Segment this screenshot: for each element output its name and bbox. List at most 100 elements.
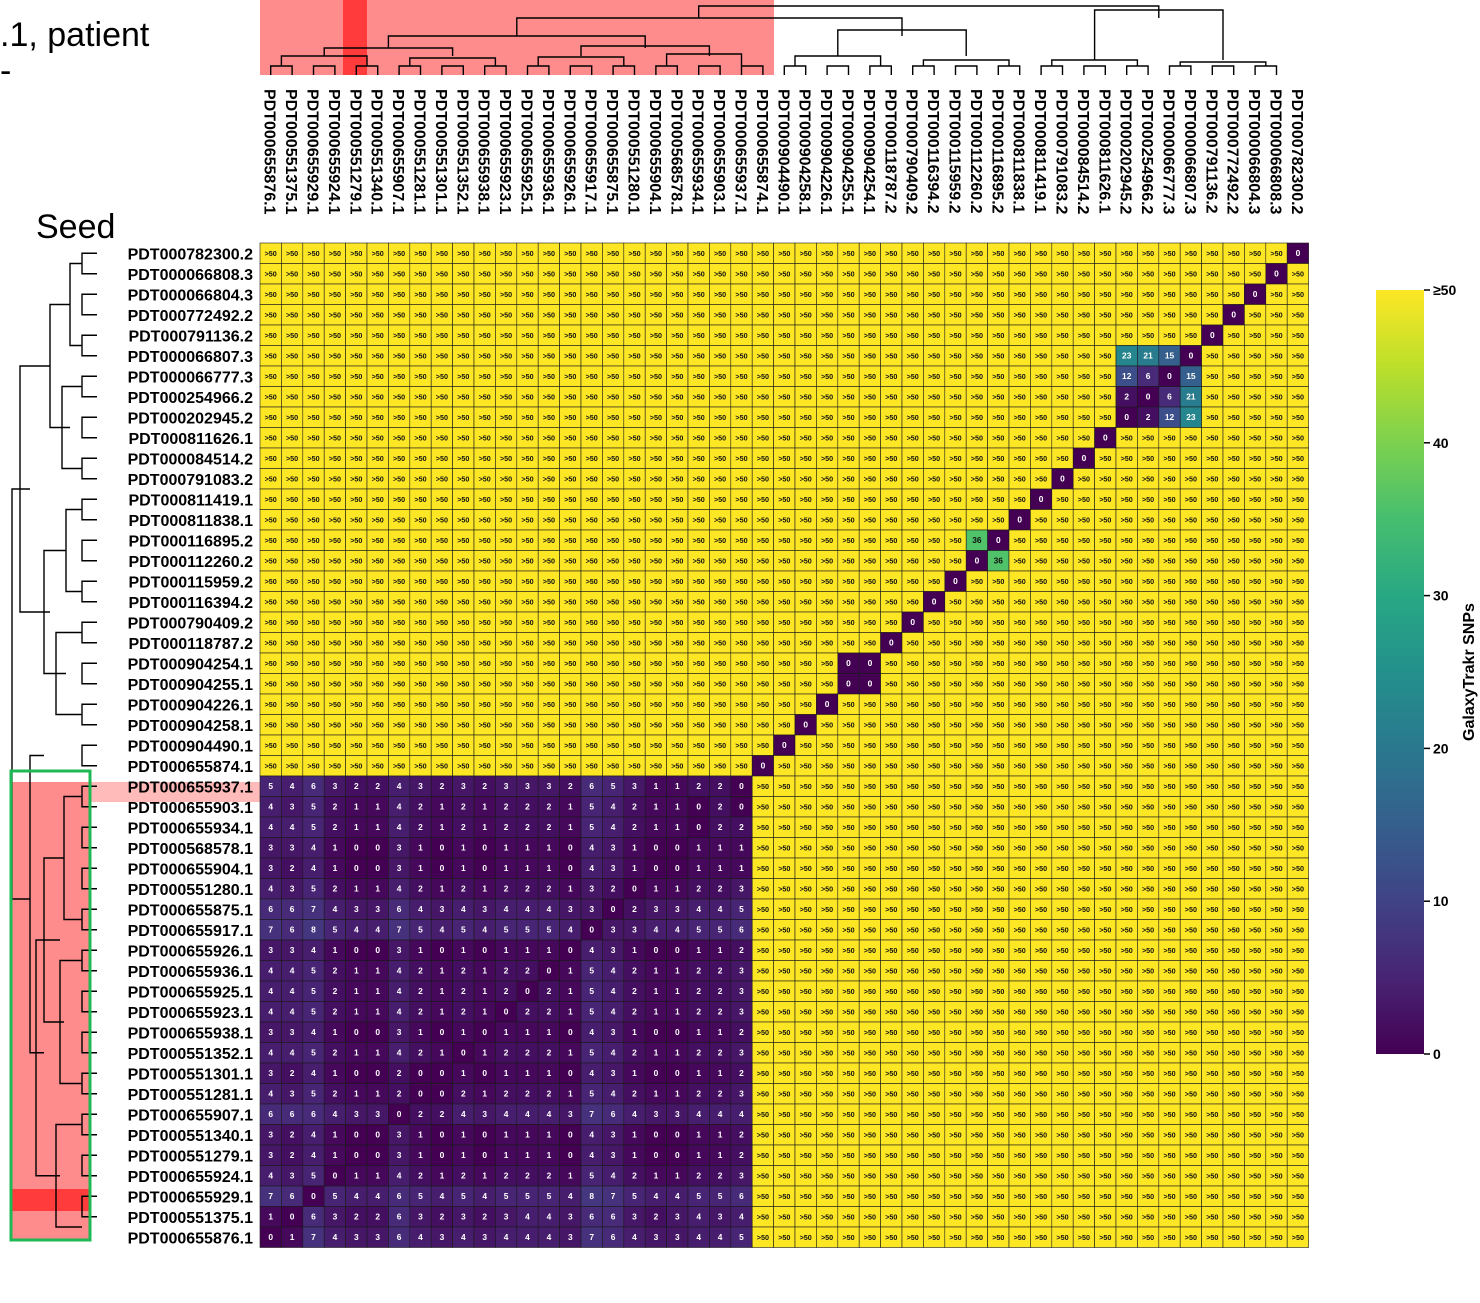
row-labels: PDT000782300.2PDT000066808.3PDT000066804… [128,246,254,1247]
cell-value-label: >50 [757,1069,769,1078]
cell-value-label: 0 [568,1068,573,1078]
cell-value-label: >50 [778,884,790,893]
cell-value-label: 4 [504,1109,509,1119]
cell-value-label: >50 [885,1192,897,1201]
cell-value-label: >50 [1228,1110,1240,1119]
cell-value-label: >50 [693,700,705,709]
cell-value-label: >50 [928,1007,940,1016]
cell-value-label: >50 [949,782,961,791]
cell-value-label: >50 [1099,1069,1111,1078]
cell-value-label: >50 [1035,1007,1047,1016]
cell-value-label: >50 [479,392,491,401]
cell-value-label: >50 [457,310,469,319]
column-label: PDT000655904.1 [646,89,663,215]
cell-value-label: >50 [928,515,940,524]
cell-value-label: 1 [675,781,680,791]
cell-value-label: >50 [992,1151,1004,1160]
dendrogram-link [81,375,97,398]
row-label: PDT000254966.2 [128,390,254,407]
cell-value-label: >50 [971,1151,983,1160]
cell-value-label: >50 [1185,515,1197,524]
cell-value-label: 1 [525,1150,530,1160]
cell-value-label: >50 [1270,536,1282,545]
cell-value-label: >50 [907,700,919,709]
cell-value-label: >50 [1185,433,1197,442]
cell-value-label: >50 [885,864,897,873]
cell-value-label: >50 [564,679,576,688]
cell-value-label: >50 [907,249,919,258]
cell-value-label: >50 [1228,987,1240,996]
cell-value-label: >50 [821,946,833,955]
cell-value-label: >50 [500,720,512,729]
cell-value-label: >50 [1185,659,1197,668]
cell-value-label: >50 [265,700,277,709]
cell-value-label: 15 [1165,350,1175,360]
cell-value-label: >50 [885,351,897,360]
cell-value-label: >50 [1270,782,1282,791]
cell-value-label: >50 [650,331,662,340]
cell-value-label: 4 [311,1027,316,1037]
cell-value-label: >50 [907,638,919,647]
cell-value-label: >50 [372,433,384,442]
cell-value-label: >50 [1142,761,1154,770]
cell-value-label: >50 [1121,843,1133,852]
cell-value-label: >50 [436,331,448,340]
cell-value-label: 0 [889,637,894,647]
cell-value-label: >50 [436,249,448,258]
cell-value-label: >50 [992,1130,1004,1139]
cell-value-label: >50 [928,884,940,893]
cell-value-label: 5 [525,924,530,934]
cell-value-label: >50 [564,310,576,319]
cell-value-label: >50 [1014,1110,1026,1119]
cell-value-label: >50 [864,987,876,996]
cell-value-label: 2 [696,883,701,893]
cell-value-label: 2 [739,945,744,955]
cell-value-label: >50 [1228,761,1240,770]
cell-value-label: >50 [714,310,726,319]
cell-value-label: >50 [1121,823,1133,832]
cell-value-label: >50 [693,597,705,606]
cell-value-label: >50 [885,249,897,258]
cell-value-label: 0 [696,801,701,811]
cell-value-label: >50 [393,372,405,381]
cell-value-label: 0 [846,658,851,668]
cell-value-label: >50 [864,290,876,299]
cell-value-label: >50 [757,843,769,852]
cell-value-label: >50 [778,269,790,278]
cell-value-label: 3 [375,904,380,914]
cell-value-label: >50 [971,1110,983,1119]
cell-value-label: >50 [1099,761,1111,770]
cell-value-label: >50 [1014,782,1026,791]
cell-value-label: >50 [543,597,555,606]
cell-value-label: >50 [1142,1233,1154,1242]
cell-value-label: >50 [1142,290,1154,299]
cell-value-label: >50 [1228,782,1240,791]
cell-value-label: 3 [611,945,616,955]
cell-value-label: >50 [586,556,598,565]
cell-value-label: >50 [1142,454,1154,463]
cell-value-label: 4 [611,801,616,811]
cell-value-label: >50 [1292,823,1304,832]
cell-value-label: >50 [1142,782,1154,791]
cell-value-label: 2 [696,1170,701,1180]
cell-value-label: >50 [885,1130,897,1139]
cell-value-label: >50 [1014,761,1026,770]
cell-value-label: 0 [654,1150,659,1160]
cell-value-label: >50 [864,1130,876,1139]
dendrogram-link [81,744,97,767]
cell-value-label: >50 [992,1212,1004,1221]
cell-value-label: 5 [311,822,316,832]
cell-value-label: >50 [1249,310,1261,319]
cell-value-label: >50 [928,741,940,750]
cell-value-label: >50 [821,966,833,975]
cell-value-label: >50 [1056,1151,1068,1160]
cell-value-label: >50 [372,310,384,319]
cell-value-label: >50 [1163,536,1175,545]
cell-value-label: >50 [907,392,919,401]
cell-value-label: >50 [1228,269,1240,278]
cell-value-label: >50 [842,700,854,709]
cell-value-label: >50 [907,987,919,996]
cell-value-label: >50 [671,515,683,524]
cell-value-label: >50 [949,1089,961,1098]
cell-value-label: >50 [457,331,469,340]
